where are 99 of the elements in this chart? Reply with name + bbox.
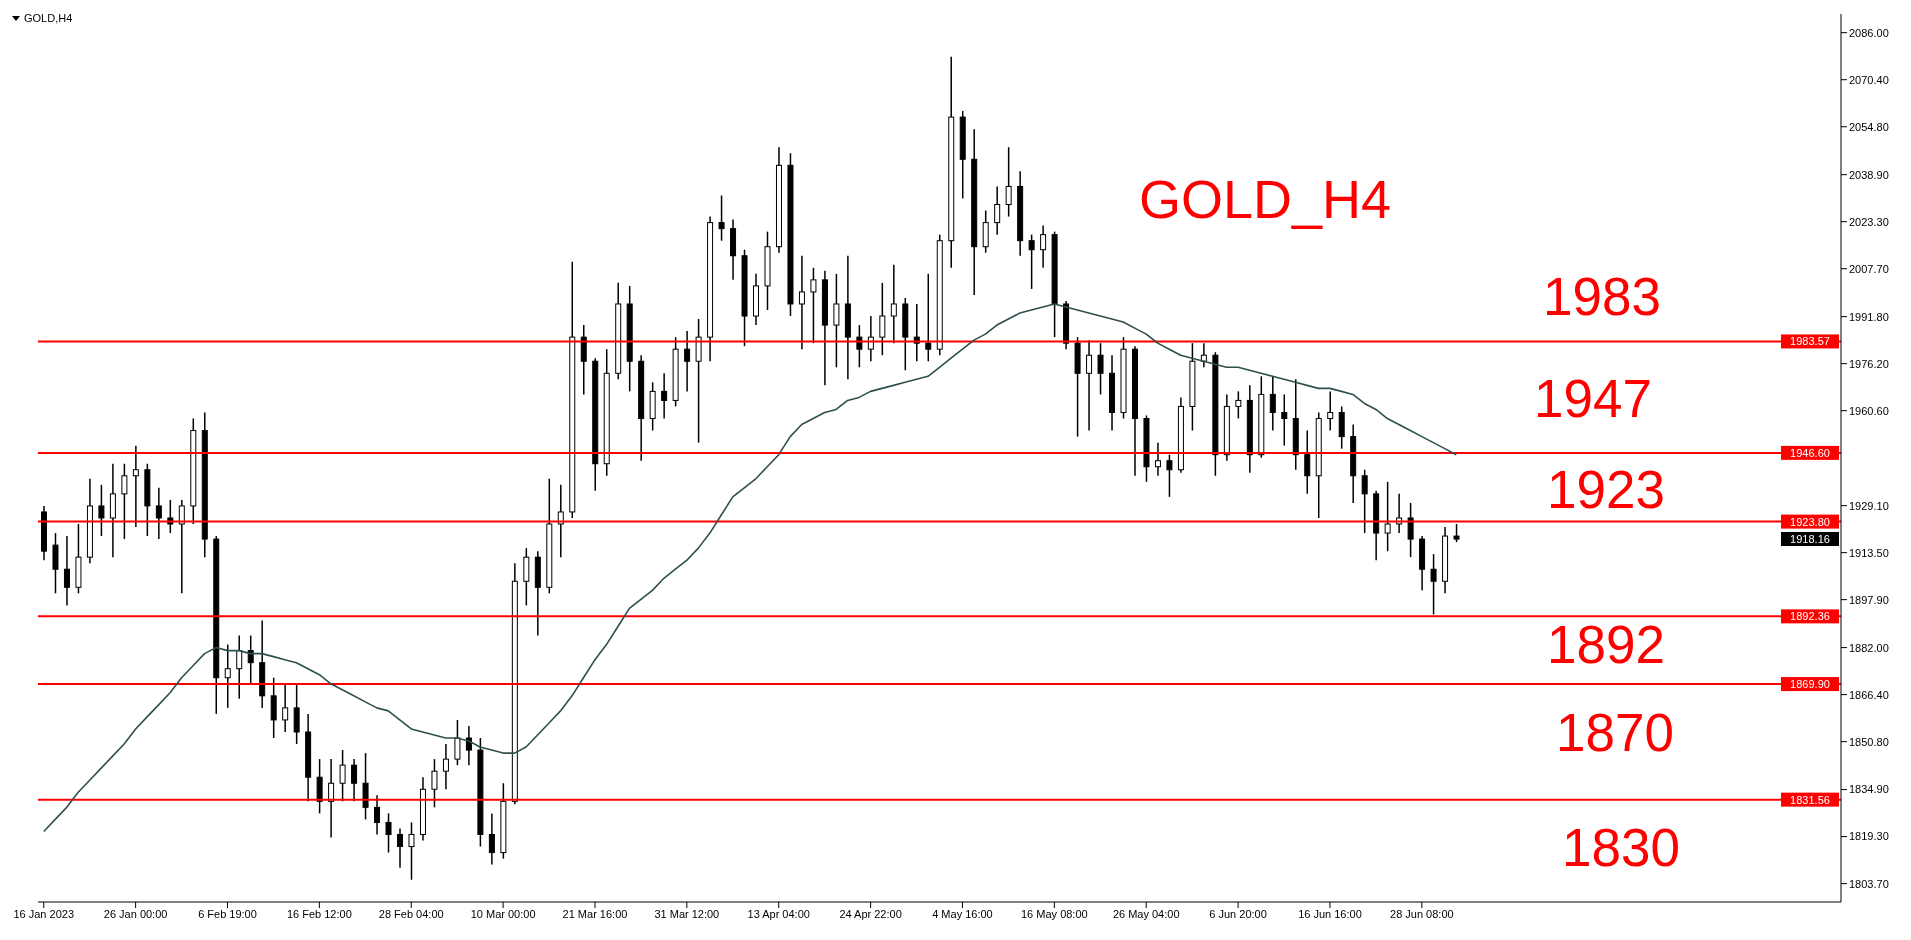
candlestick bbox=[994, 185, 1001, 236]
text: 1830 bbox=[1562, 818, 1680, 878]
line-series bbox=[42, 303, 1458, 833]
candlestick bbox=[247, 634, 254, 685]
candlestick bbox=[867, 315, 874, 362]
x-tick-label: 28 Jun 08:00 bbox=[1390, 907, 1454, 920]
x-tick-label: 26 May 04:00 bbox=[1112, 907, 1180, 920]
y-tick-label: 2054.80 bbox=[1849, 120, 1889, 133]
y-tick-label: 2070.40 bbox=[1849, 73, 1889, 86]
candlestick bbox=[1327, 390, 1334, 432]
candlestick bbox=[890, 264, 897, 344]
candlestick bbox=[1097, 342, 1104, 396]
candlestick bbox=[385, 812, 392, 854]
y-tick-label: 1834.90 bbox=[1849, 783, 1889, 796]
y-tick-label: 1913.50 bbox=[1849, 546, 1889, 559]
candlestick bbox=[833, 273, 840, 369]
candlestick bbox=[408, 821, 415, 881]
candlestick bbox=[1304, 429, 1311, 495]
ref-line-label: 1869.90 bbox=[1790, 678, 1830, 691]
candlestick bbox=[557, 484, 564, 558]
candlestick bbox=[1154, 441, 1161, 477]
ref-line-label: 1946.60 bbox=[1790, 446, 1830, 459]
candlestick bbox=[925, 273, 932, 362]
candlestick bbox=[1028, 233, 1035, 290]
candlestick bbox=[684, 330, 691, 393]
candlestick bbox=[1235, 390, 1242, 420]
x-tick-label: 16 Feb 12:00 bbox=[286, 907, 352, 920]
candlestick bbox=[121, 462, 128, 540]
candlestick bbox=[374, 794, 381, 836]
y-tick-label: 1897.90 bbox=[1849, 593, 1889, 606]
x-tick-label: 4 May 16:00 bbox=[932, 907, 993, 920]
candlestick bbox=[1040, 224, 1047, 269]
text: 1870 bbox=[1556, 703, 1674, 763]
ref-line-label: 1892.36 bbox=[1790, 610, 1830, 623]
x-tick-label: 26 Jan 00:00 bbox=[103, 907, 168, 920]
ref-line-label: 1831.56 bbox=[1790, 793, 1830, 806]
text: 1983 bbox=[1543, 267, 1661, 327]
candlestick bbox=[718, 194, 725, 242]
candlestick bbox=[63, 535, 70, 607]
candlestick bbox=[132, 444, 139, 528]
candlestick bbox=[98, 484, 105, 537]
y-tick-label: 2007.70 bbox=[1849, 262, 1889, 275]
candlestick bbox=[442, 743, 449, 791]
x-tick-label: 16 Jan 2023 bbox=[13, 907, 75, 920]
candlestick bbox=[397, 827, 404, 869]
y-tick-label: 1960.60 bbox=[1849, 404, 1889, 417]
y-tick-label: 2086.00 bbox=[1849, 26, 1889, 39]
text: 1892 bbox=[1547, 615, 1665, 675]
y-tick-label: 2023.30 bbox=[1849, 215, 1889, 228]
y-tick-label: 1991.80 bbox=[1849, 310, 1889, 323]
y-tick-label: 1850.80 bbox=[1849, 735, 1889, 748]
y-tick-label: 1976.20 bbox=[1849, 357, 1889, 370]
candlestick bbox=[1166, 453, 1173, 498]
text: 1947 bbox=[1534, 369, 1652, 429]
text: 1923 bbox=[1547, 460, 1665, 520]
x-tick-label: 6 Jun 20:00 bbox=[1209, 907, 1267, 920]
x-tick-label: 13 Apr 04:00 bbox=[747, 907, 810, 920]
candlestick bbox=[465, 725, 472, 766]
x-tick-label: 16 May 08:00 bbox=[1021, 907, 1088, 920]
candlestick bbox=[1407, 502, 1414, 558]
candlestick bbox=[178, 499, 185, 595]
chart-title: GOLD,H4 bbox=[24, 12, 73, 24]
text: 1918.16 bbox=[1781, 532, 1839, 546]
candlestick bbox=[1430, 553, 1437, 616]
candlestick bbox=[798, 254, 805, 350]
x-tick-label: 21 Mar 16:00 bbox=[562, 907, 628, 920]
y-tick-label: 1866.40 bbox=[1849, 688, 1889, 701]
candlestick bbox=[155, 487, 162, 540]
x-tick-label: 28 Feb 04:00 bbox=[378, 907, 444, 920]
x-tick-label: 24 Apr 22:00 bbox=[839, 907, 902, 920]
annotation: GOLD_H4 bbox=[1139, 168, 1392, 229]
x-tick-label: 16 Jun 16:00 bbox=[1298, 907, 1362, 920]
candlestick bbox=[488, 812, 495, 866]
ref-line-label: 1923.80 bbox=[1790, 515, 1830, 528]
ref-line-label: 1983.57 bbox=[1790, 335, 1830, 348]
candlestick bbox=[661, 372, 668, 420]
candlestick bbox=[454, 719, 461, 766]
candlestick bbox=[879, 282, 886, 356]
y-tick-label: 1819.30 bbox=[1849, 830, 1889, 843]
candlestick bbox=[1005, 146, 1012, 218]
candlestick bbox=[236, 634, 243, 700]
candlestick bbox=[224, 643, 231, 709]
x-tick-label: 10 Mar 00:00 bbox=[470, 907, 536, 920]
y-tick-label: 1929.10 bbox=[1849, 499, 1889, 512]
candlestick bbox=[1269, 375, 1276, 432]
candlestick bbox=[282, 683, 289, 733]
y-tick-label: 2038.90 bbox=[1849, 168, 1889, 181]
candlestick bbox=[1281, 393, 1288, 447]
candlestick bbox=[856, 324, 863, 369]
x-tick-label: 31 Mar 12:00 bbox=[654, 907, 720, 920]
candlestick bbox=[1361, 469, 1368, 534]
candlestick bbox=[431, 758, 438, 809]
x-tick-label: 6 Feb 19:00 bbox=[198, 907, 257, 920]
candlestick bbox=[810, 267, 817, 344]
y-tick-label: 1803.70 bbox=[1849, 877, 1889, 890]
candlestick bbox=[1086, 339, 1093, 432]
candlestick bbox=[1384, 481, 1391, 552]
candlestick bbox=[1453, 523, 1460, 543]
y-tick-label: 1882.00 bbox=[1849, 641, 1889, 654]
